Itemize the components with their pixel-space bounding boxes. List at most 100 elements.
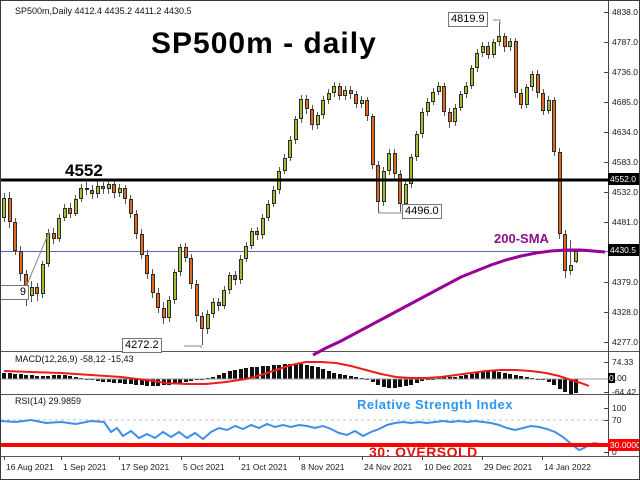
- date-tick-label[interactable]: 24 Nov 2021: [364, 462, 413, 472]
- date-tick-label[interactable]: 8 Nov 2021: [301, 462, 345, 472]
- macd-histogram-bar: [51, 375, 56, 379]
- macd-indicator-readout: MACD(12,26,9) -58,12 -15,43: [15, 354, 134, 364]
- macd-histogram-bar: [156, 379, 160, 386]
- candle-body: [101, 185, 105, 190]
- axis-macd-zero-label: 0.00: [608, 373, 627, 383]
- candle-body: [508, 41, 512, 48]
- candle-body: [205, 313, 210, 330]
- date-tick-label[interactable]: 5 Oct 2021: [183, 462, 225, 472]
- macd-histogram-bar: [365, 379, 369, 380]
- macd-histogram-bar: [403, 379, 408, 386]
- price-tick-mark: [604, 191, 608, 193]
- date-tick-mark: [119, 456, 120, 460]
- candle-body: [354, 94, 358, 104]
- candle-body: [167, 300, 171, 318]
- candle-body: [238, 258, 243, 280]
- macd-histogram-bar: [24, 375, 28, 379]
- candle-body: [277, 170, 281, 190]
- candle-body: [502, 36, 507, 48]
- candle-body: [480, 45, 485, 53]
- pane-separator-macd[interactable]: [1, 351, 639, 352]
- macd-histogram-bar: [315, 367, 320, 379]
- candle-body: [486, 45, 490, 55]
- date-tick-label[interactable]: 21 Oct 2021: [241, 462, 288, 472]
- candle-body: [73, 198, 78, 214]
- level-4552-label[interactable]: 4552: [65, 161, 103, 180]
- macd-histogram-bar: [101, 379, 105, 382]
- candle-body: [552, 100, 556, 152]
- macd-histogram-bar: [530, 378, 534, 379]
- candle-body: [381, 170, 386, 202]
- macd-histogram-bar: [337, 374, 342, 379]
- candle-body: [348, 90, 353, 95]
- date-tick-label[interactable]: 16 Aug 2021: [6, 462, 54, 472]
- macd-histogram-bar: [282, 364, 287, 379]
- macd-histogram-bar: [29, 375, 34, 379]
- candle-body: [359, 100, 364, 104]
- candle-body: [343, 90, 347, 96]
- candle-body: [513, 41, 518, 93]
- high-price-callout[interactable]: 4819.9: [448, 12, 488, 27]
- candle-body: [524, 87, 529, 105]
- candle-body: [541, 92, 545, 111]
- candle-body: [112, 184, 116, 193]
- price-tick-mark: [604, 221, 608, 223]
- axis-oversold-box: 30.0000: [608, 439, 639, 451]
- candle-body: [293, 119, 298, 140]
- date-tick-label[interactable]: 1 Sep 2021: [63, 462, 107, 472]
- macd-histogram-bar: [409, 379, 413, 385]
- price-axis-line[interactable]: [608, 1, 609, 456]
- macd-histogram-bar: [497, 372, 501, 379]
- price-tick-mark: [604, 41, 608, 43]
- macd-histogram-bar: [249, 367, 254, 379]
- candle-body: [453, 107, 457, 123]
- price-tick-mark: [604, 311, 608, 313]
- swing-low-price-callout[interactable]: 4496.0: [402, 204, 442, 219]
- macd-tick-label: 74.33: [612, 357, 634, 367]
- macd-tick-mark: [604, 362, 608, 363]
- rsi-tick-mark: [604, 452, 608, 453]
- sma-200-label[interactable]: 200-SMA: [494, 231, 549, 246]
- pane-separator-rsi[interactable]: [1, 394, 639, 395]
- candle-body: [403, 184, 408, 204]
- candle-body: [310, 109, 314, 126]
- rsi-tick-mark: [604, 408, 608, 409]
- macd-histogram-bar: [475, 373, 479, 379]
- date-tick-label[interactable]: 29 Dec 2021: [484, 462, 533, 472]
- candle-body: [315, 115, 320, 126]
- date-tick-label[interactable]: 14 Jan 2022: [544, 462, 591, 472]
- macd-histogram-bar: [95, 379, 100, 381]
- macd-histogram-bar: [178, 379, 182, 383]
- candle-body: [447, 111, 452, 123]
- date-tick-label[interactable]: 10 Dec 2021: [424, 462, 473, 472]
- low-price-callout[interactable]: 4272.2: [122, 338, 162, 353]
- date-tick-label[interactable]: 17 Sep 2021: [121, 462, 170, 472]
- macd-histogram-bar: [464, 375, 468, 379]
- macd-histogram-bar: [524, 377, 529, 379]
- rsi-tick-label: 100: [612, 403, 627, 413]
- price-tick-label: 4634.0: [612, 126, 638, 137]
- macd-tick-mark: [604, 392, 608, 393]
- macd-histogram-bar: [381, 379, 386, 387]
- candlestick-layer[interactable]: [1, 1, 608, 351]
- price-tick-label: 4481.0: [612, 216, 638, 227]
- macd-zero-frac: .00: [614, 373, 627, 383]
- macd-histogram-bar: [62, 375, 67, 379]
- macd-histogram-bar: [222, 373, 226, 379]
- candle-body: [568, 264, 573, 271]
- clipped-price-callout[interactable]: 9: [1, 285, 29, 300]
- macd-histogram-bar: [304, 365, 309, 379]
- macd-histogram-bar: [508, 374, 512, 379]
- date-tick-mark: [542, 456, 543, 460]
- macd-histogram-bar: [502, 373, 507, 379]
- macd-histogram-bar: [343, 375, 347, 379]
- candle-body: [2, 197, 6, 218]
- macd-histogram-bar: [370, 379, 375, 382]
- macd-histogram-bar: [233, 370, 237, 379]
- date-tick-mark: [362, 456, 363, 460]
- price-tick-mark: [604, 11, 608, 13]
- candle-body: [557, 151, 562, 235]
- candle-body: [13, 222, 17, 251]
- candle-body: [398, 174, 402, 204]
